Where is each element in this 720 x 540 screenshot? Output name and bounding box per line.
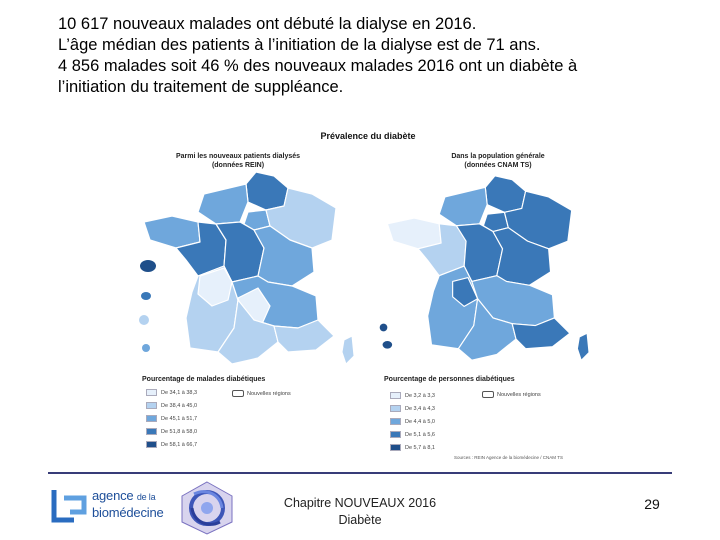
left-map-subtitle-line-1: Parmi les nouveaux patients dialysés <box>175 153 301 160</box>
diabetes-prevalence-figure: Prévalence du diabète Parmi les nouveaux… <box>128 124 608 464</box>
left-region-normandie <box>197 183 249 225</box>
left-region-paca <box>273 319 335 353</box>
intro-line-1: 10 617 nouveaux malades ont débuté la di… <box>58 15 477 33</box>
intro-line-4: l’initiation du traitement de suppléance… <box>58 78 344 96</box>
right-region-bourgogne-franche-comte <box>492 227 552 286</box>
right-legend-swatch <box>390 405 401 412</box>
left-legend-label: De 58,1 à 66,7 <box>161 442 198 448</box>
left-legend-swatch <box>146 428 157 435</box>
right-new-regions-label: Nouvelles régions <box>497 392 541 398</box>
right-legend-item: De 3,2 à 3,3 <box>390 392 435 400</box>
logo-text: agence de la biomédecine <box>92 488 164 520</box>
left-region-bretagne <box>143 215 201 249</box>
new-regions-swatch <box>482 391 494 398</box>
left-region-hauts-de-france <box>245 171 289 211</box>
right-legend-swatch <box>390 444 401 451</box>
right-legend-label: De 4,4 à 5,0 <box>405 419 435 425</box>
left-legend-item: De 38,4 à 45,0 <box>146 402 197 410</box>
left-region-nouvelle-aquitaine-north <box>197 267 233 307</box>
right-region-grand-est <box>503 190 573 250</box>
left-legend-label: De 34,1 à 38,3 <box>161 390 198 396</box>
left-legend-label: De 38,4 à 45,0 <box>161 403 198 409</box>
right-legend-item: De 3,4 à 4,3 <box>390 405 435 413</box>
left-legend-swatch <box>146 389 157 396</box>
right-overseas-insets <box>379 323 393 349</box>
footer-chapter-line-2: Diabète <box>338 513 382 527</box>
right-legend-label: De 5,7 à 8,1 <box>405 445 435 451</box>
right-legend-label: De 3,4 à 4,3 <box>405 406 435 412</box>
intro-text: 10 617 nouveaux malades ont débuté la di… <box>58 14 698 98</box>
right-legend-label: De 3,2 à 3,3 <box>405 393 435 399</box>
intro-line-3: 4 856 malades soit 46 % des nouveaux mal… <box>58 57 578 75</box>
left-map-subtitle: Parmi les nouveaux patients dialysés (do… <box>158 152 318 170</box>
left-legend-swatch <box>146 415 157 422</box>
right-region-normandie <box>438 186 488 227</box>
left-legend-label: De 45,1 à 51,7 <box>161 416 198 422</box>
footer-divider <box>48 472 672 474</box>
footer-chapter-line-1: Chapitre NOUVEAUX 2016 <box>283 496 437 510</box>
left-legend-title: Pourcentage de malades diabétiques <box>142 376 266 383</box>
chapter-emblem-icon <box>181 481 233 535</box>
right-legend-swatch <box>390 392 401 399</box>
right-legend-label: De 5,1 à 5,6 <box>405 432 435 438</box>
left-legend-swatch <box>146 402 157 409</box>
left-new-regions-key: Nouvelles régions <box>232 390 291 398</box>
left-map-subtitle-line-2: (données REIN) <box>211 162 265 169</box>
footer-chapter: Chapitre NOUVEAUX 2016 Diabète <box>262 495 458 529</box>
left-legend-item: De 58,1 à 66,7 <box>146 441 197 449</box>
intro-line-2: L’âge médian des patients à l’initiation… <box>58 36 541 54</box>
right-new-regions-key: Nouvelles régions <box>482 391 541 399</box>
right-map-subtitle-line-2: (données CNAM TS) <box>464 162 532 169</box>
right-region-paca <box>511 317 571 350</box>
left-overseas-insets <box>139 260 156 352</box>
left-legend-item: De 34,1 à 38,3 <box>146 389 197 397</box>
left-legend-item: De 51,8 à 58,0 <box>146 428 197 436</box>
right-region-limousin <box>452 277 479 307</box>
left-region-bourgogne-franche-comte <box>253 225 315 287</box>
logo-word-agence: agence <box>92 488 134 503</box>
logo-word-de-la: de la <box>136 492 156 502</box>
right-france-map <box>379 175 590 362</box>
right-map-subtitle: Dans la population générale (données CNA… <box>418 152 578 170</box>
left-legend-item: De 45,1 à 51,7 <box>146 415 197 423</box>
right-legend-item: De 5,1 à 5,6 <box>390 431 435 439</box>
right-map-subtitle-line-1: Dans la population générale <box>451 153 545 160</box>
left-region-corse <box>341 335 355 365</box>
logo-word-biomedecine: biomédecine <box>92 505 164 520</box>
right-region-hauts-de-france <box>484 175 527 213</box>
left-region-grand-est <box>265 187 337 249</box>
left-legend-swatch <box>146 441 157 448</box>
sources-note: Sources : REIN Agence de la biomédecine … <box>454 455 563 460</box>
left-new-regions-label: Nouvelles régions <box>247 391 291 397</box>
right-region-corse <box>576 332 590 362</box>
figure-title: Prévalence du diabète <box>320 131 416 141</box>
right-region-bretagne <box>386 217 442 250</box>
right-legend-item: De 5,7 à 8,1 <box>390 444 435 452</box>
right-legend-item: De 4,4 à 5,0 <box>390 418 435 426</box>
left-france-map <box>139 171 355 365</box>
left-legend-label: De 51,8 à 58,0 <box>161 429 198 435</box>
right-legend-title: Pourcentage de personnes diabétiques <box>384 376 515 383</box>
agence-biomedecine-logo: agence de la biomédecine <box>50 484 180 530</box>
page-number: 29 <box>644 496 660 512</box>
new-regions-swatch <box>232 390 244 397</box>
right-legend-swatch <box>390 431 401 438</box>
logo-mark-icon <box>51 490 87 523</box>
right-legend-swatch <box>390 418 401 425</box>
